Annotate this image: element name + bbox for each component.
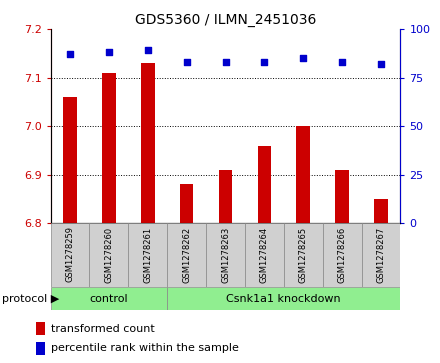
Bar [51,287,167,310]
Bar [335,170,349,223]
Text: GSM1278263: GSM1278263 [221,227,230,283]
Bar [36,342,45,355]
Bar [167,223,206,287]
Text: GSM1278264: GSM1278264 [260,227,269,282]
Text: GSM1278267: GSM1278267 [377,227,385,283]
Text: GSM1278266: GSM1278266 [337,227,347,283]
Bar [36,322,45,335]
Text: transformed count: transformed count [51,324,154,334]
Text: GSM1278259: GSM1278259 [66,227,74,282]
Text: protocol ▶: protocol ▶ [2,294,59,303]
Bar [362,223,400,287]
Bar [128,223,167,287]
Point [261,59,268,65]
Bar [89,223,128,287]
Title: GDS5360 / ILMN_2451036: GDS5360 / ILMN_2451036 [135,13,316,26]
Point [222,59,229,65]
Point [183,59,190,65]
Bar [141,63,154,223]
Bar [374,199,388,223]
Text: GSM1278260: GSM1278260 [104,227,114,282]
Text: Csnk1a1 knockdown: Csnk1a1 knockdown [227,294,341,303]
Point [300,55,307,61]
Bar [180,184,194,223]
Bar [284,223,323,287]
Bar [219,170,232,223]
Bar [245,223,284,287]
Bar [63,97,77,223]
Point [144,48,151,53]
Text: control: control [90,294,128,303]
Text: percentile rank within the sample: percentile rank within the sample [51,343,239,354]
Bar [167,287,400,310]
Text: GSM1278265: GSM1278265 [299,227,308,282]
Text: GSM1278261: GSM1278261 [143,227,152,282]
Bar [51,223,89,287]
Bar [323,223,362,287]
Bar [206,223,245,287]
Bar [257,146,271,223]
Text: GSM1278262: GSM1278262 [182,227,191,282]
Bar [102,73,116,223]
Point [339,59,346,65]
Point [66,52,73,57]
Point [378,61,385,67]
Bar [297,126,310,223]
Point [106,49,113,55]
